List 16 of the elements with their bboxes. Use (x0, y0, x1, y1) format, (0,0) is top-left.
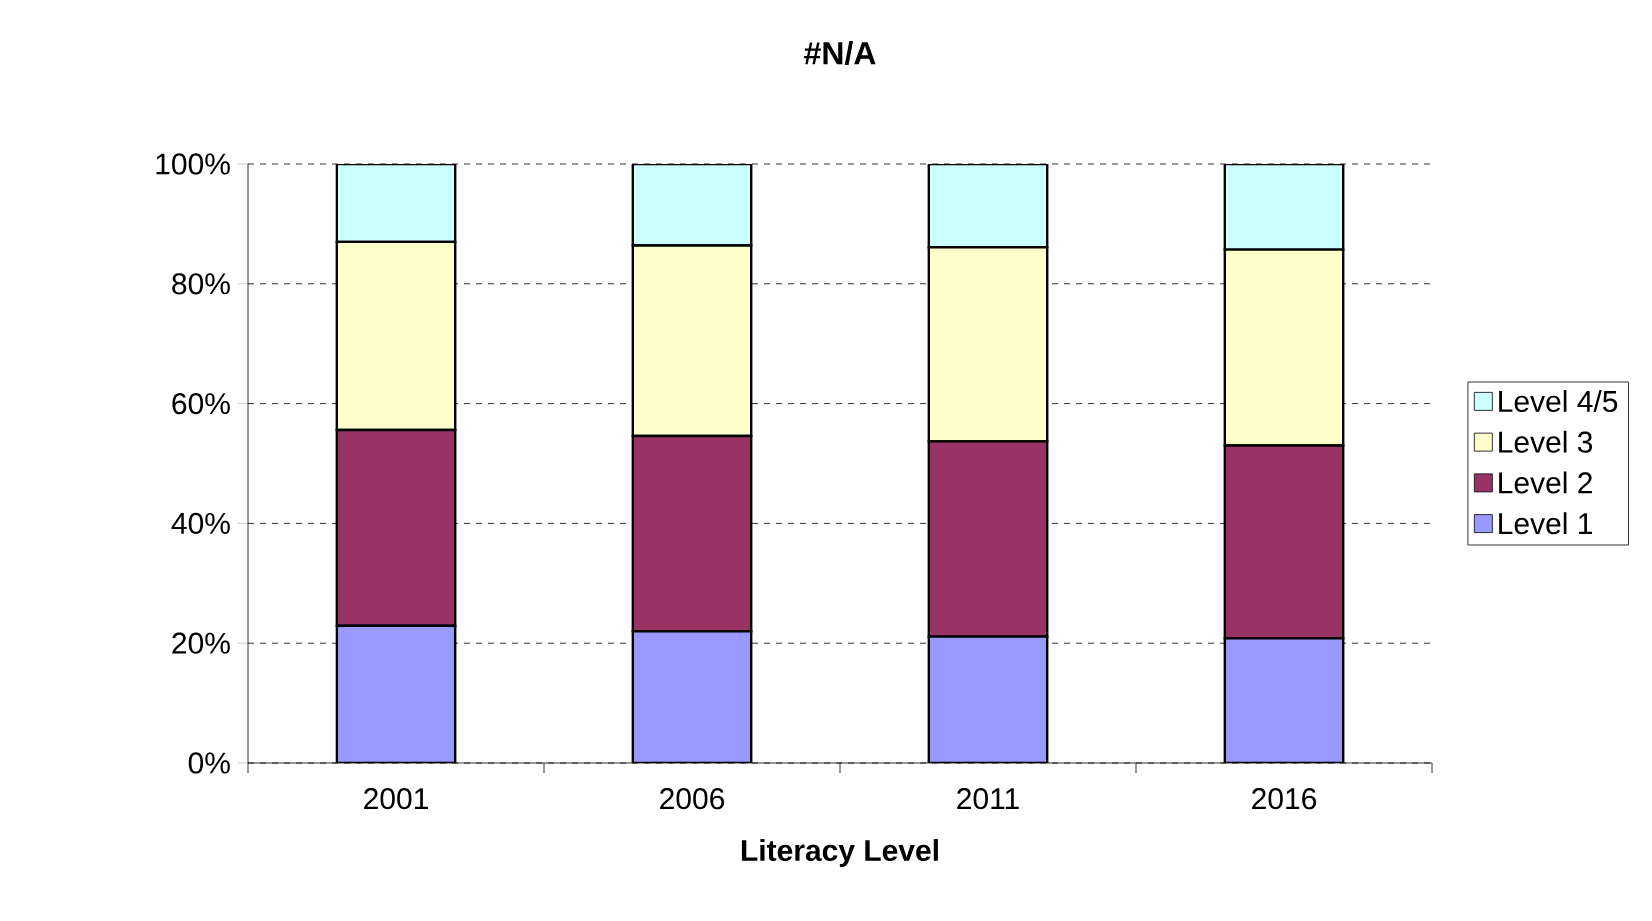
x-axis-title: Literacy Level (741, 839, 938, 867)
y-tick-label: 80% (172, 273, 230, 295)
chart-title: #N/A (804, 41, 876, 65)
legend-label: Level 3 (1499, 430, 1593, 453)
x-tick-label: 2006 (660, 788, 725, 810)
legend-label: Level 4/5 (1499, 390, 1618, 413)
y-tick-label: 100% (156, 153, 230, 175)
x-tick-label: 2016 (1252, 788, 1317, 810)
y-tick-label: 20% (172, 632, 230, 654)
legend-label: Level 1 (1499, 512, 1592, 535)
y-tick-label: 60% (172, 392, 230, 415)
y-tick-label: 0% (188, 752, 230, 774)
x-tick-label: 2001 (364, 788, 428, 810)
x-tick-label: 2011 (957, 788, 1019, 810)
legend-label: Level 2 (1499, 471, 1592, 494)
y-tick-label: 40% (171, 512, 230, 535)
